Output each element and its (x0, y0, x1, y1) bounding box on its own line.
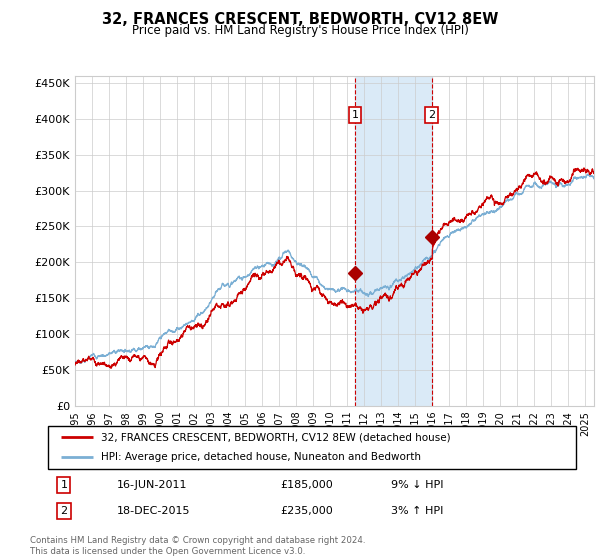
Text: 1: 1 (352, 110, 359, 120)
Text: Price paid vs. HM Land Registry's House Price Index (HPI): Price paid vs. HM Land Registry's House … (131, 24, 469, 37)
Text: £185,000: £185,000 (280, 480, 333, 490)
Text: 2: 2 (60, 506, 67, 516)
Text: £235,000: £235,000 (280, 506, 333, 516)
Text: Contains HM Land Registry data © Crown copyright and database right 2024.
This d: Contains HM Land Registry data © Crown c… (30, 536, 365, 556)
Text: 2: 2 (428, 110, 435, 120)
Text: 32, FRANCES CRESCENT, BEDWORTH, CV12 8EW: 32, FRANCES CRESCENT, BEDWORTH, CV12 8EW (102, 12, 498, 27)
Text: 18-DEC-2015: 18-DEC-2015 (116, 506, 190, 516)
FancyBboxPatch shape (48, 426, 576, 469)
Text: 1: 1 (61, 480, 67, 490)
Text: 16-JUN-2011: 16-JUN-2011 (116, 480, 187, 490)
Text: 32, FRANCES CRESCENT, BEDWORTH, CV12 8EW (detached house): 32, FRANCES CRESCENT, BEDWORTH, CV12 8EW… (101, 432, 451, 442)
Bar (355, 76, 432, 406)
Text: HPI: Average price, detached house, Nuneaton and Bedworth: HPI: Average price, detached house, Nune… (101, 452, 421, 462)
Text: 9% ↓ HPI: 9% ↓ HPI (391, 480, 444, 490)
Text: 3% ↑ HPI: 3% ↑ HPI (391, 506, 443, 516)
